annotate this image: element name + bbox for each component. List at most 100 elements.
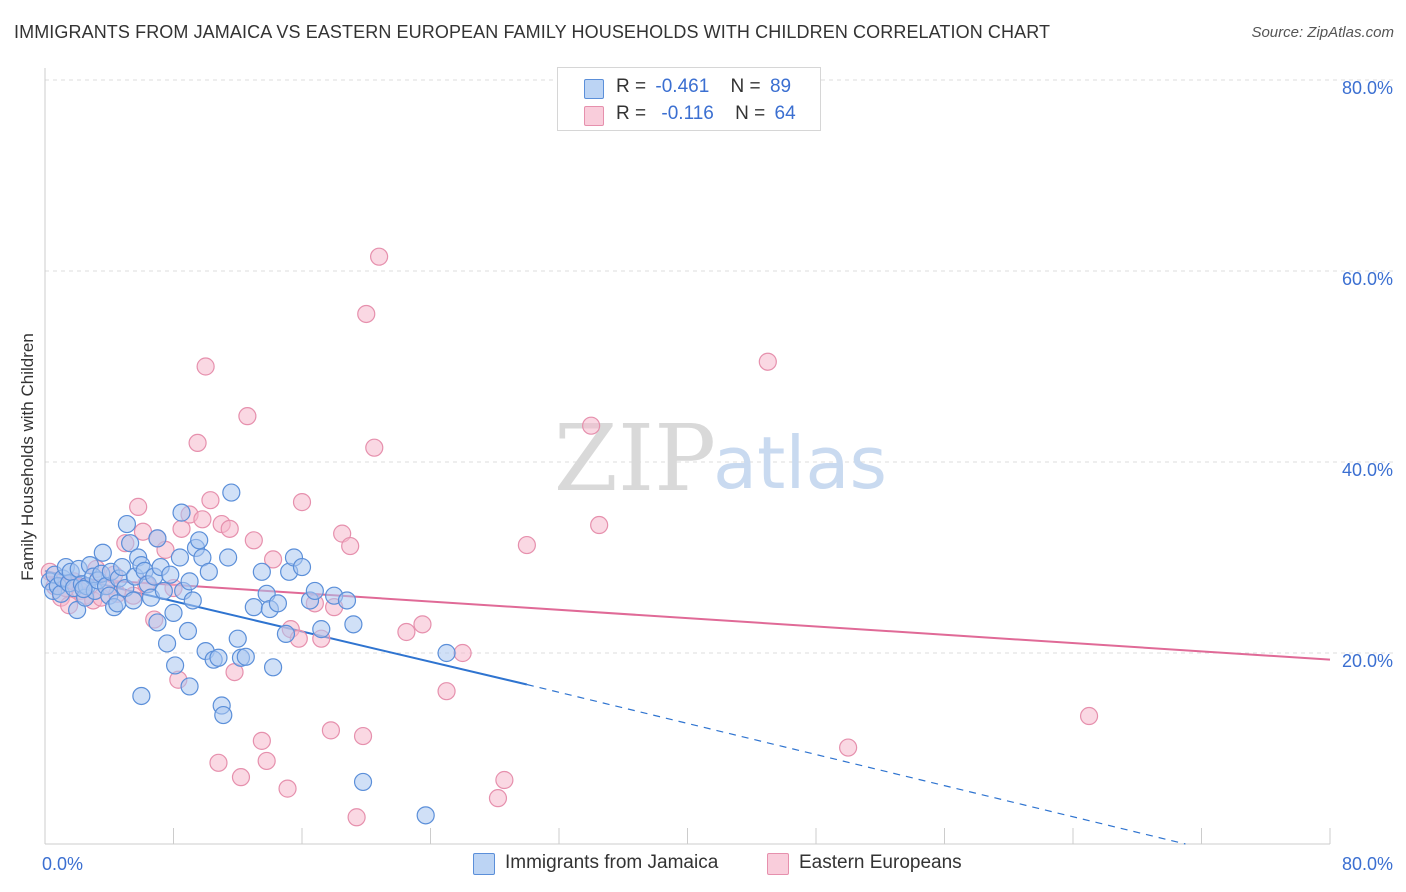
- eastern-european-point: [209, 753, 228, 772]
- jamaica-point: [93, 543, 112, 562]
- jamaica-point: [222, 483, 241, 502]
- y-tick-label: 40.0%: [1342, 460, 1393, 480]
- eastern-european-point: [397, 622, 416, 642]
- jamaica-point: [263, 658, 283, 677]
- legend-n-label: N =: [735, 103, 766, 124]
- jamaica-point: [268, 594, 288, 613]
- eastern-european-point: [278, 779, 297, 798]
- eastern-european-point: [341, 536, 360, 556]
- eastern-european-point: [357, 304, 376, 324]
- bottom-legend-label-jamaica: Immigrants from Jamaica: [505, 852, 719, 873]
- legend-swatch-blue: [584, 79, 604, 99]
- eastern-european-point: [292, 493, 312, 512]
- jamaica-point: [178, 621, 198, 641]
- jamaica-point: [337, 591, 357, 610]
- jamaica-point: [180, 677, 199, 696]
- legend-text-jamaica: R = -0.461 N = 89: [616, 76, 791, 98]
- jamaica-point: [344, 615, 363, 634]
- jamaica-point: [157, 634, 177, 653]
- legend-n-value-eastern: 64: [774, 103, 796, 124]
- bottom-legend-swatch-blue: [473, 853, 495, 875]
- eastern-european-point: [321, 721, 341, 740]
- jamaica-point: [117, 514, 137, 534]
- eastern-europeans-points: [40, 247, 1099, 827]
- jamaica-point: [437, 643, 456, 663]
- jamaica-point: [180, 572, 199, 591]
- x-tick-label-min: 0.0%: [42, 854, 83, 874]
- eastern-european-point: [495, 770, 514, 790]
- jamaica-point: [214, 705, 233, 725]
- legend-r-label: R =: [616, 76, 647, 97]
- jamaica-trendline-extension: [526, 683, 1186, 845]
- jamaica-point: [190, 531, 209, 550]
- eastern-european-point: [365, 438, 384, 457]
- jamaica-point: [154, 581, 173, 601]
- eastern-european-point: [257, 751, 276, 771]
- eastern-european-point: [353, 726, 373, 746]
- legend-r-label: R =: [616, 103, 647, 124]
- eastern-european-point: [196, 357, 215, 376]
- y-axis-label: Family Households with Children: [18, 333, 37, 581]
- watermark: ZIP atlas: [554, 405, 887, 512]
- source-label: Source: ZipAtlas.com: [1251, 24, 1394, 41]
- jamaica-point: [353, 772, 373, 792]
- watermark-zip: ZIP: [554, 405, 716, 512]
- jamaica-point: [112, 557, 132, 577]
- jamaica-point: [148, 613, 167, 632]
- jamaica-point: [292, 557, 312, 577]
- correlation-legend: R = -0.461 N = 89 R = -0.116 N = 64: [557, 67, 821, 131]
- trendlines: [44, 569, 1331, 845]
- jamaica-point: [124, 591, 143, 610]
- eastern-european-point: [347, 808, 366, 827]
- jamaica-point: [166, 656, 185, 675]
- x-tick-label-max: 80.0%: [1342, 854, 1393, 874]
- jamaica-points: [40, 483, 456, 825]
- tick-labels: 20.0% 40.0% 60.0% 80.0% 0.0% 80.0%: [42, 78, 1393, 874]
- eastern-european-point: [231, 768, 251, 787]
- eastern-european-point: [201, 491, 220, 510]
- legend-n-value-jamaica: 89: [769, 76, 792, 97]
- eastern-european-point: [517, 535, 536, 555]
- jamaica-point: [219, 548, 238, 567]
- jamaica-point: [228, 629, 247, 648]
- jamaica-point: [148, 529, 167, 548]
- jamaica-point: [236, 647, 255, 666]
- jamaica-point: [183, 591, 202, 610]
- axes: [44, 68, 1331, 845]
- eastern-european-point: [129, 497, 148, 516]
- legend-n-label: N =: [730, 76, 761, 97]
- jamaica-point: [170, 548, 190, 567]
- eastern-european-point: [193, 510, 212, 529]
- legend-text-eastern: R = -0.116 N = 64: [616, 103, 796, 125]
- eastern-european-point: [582, 416, 601, 435]
- jamaica-point: [132, 686, 151, 706]
- eastern-european-point: [220, 519, 239, 538]
- jamaica-point: [161, 565, 180, 584]
- jamaica-point: [108, 594, 127, 613]
- eastern-european-point: [188, 433, 207, 452]
- watermark-atlas: atlas: [713, 421, 887, 505]
- eastern-european-point: [413, 615, 432, 634]
- eastern-european-point: [453, 643, 472, 663]
- legend-r-value-eastern: -0.116: [661, 103, 714, 124]
- eastern-european-point: [839, 738, 858, 757]
- eastern-european-point: [244, 531, 263, 550]
- chart-title: IMMIGRANTS FROM JAMAICA VS EASTERN EUROP…: [14, 22, 1051, 42]
- eastern-european-point: [252, 731, 271, 750]
- jamaica-point: [164, 603, 183, 622]
- jamaica-point: [305, 581, 324, 601]
- y-tick-label: 80.0%: [1342, 78, 1393, 98]
- jamaica-point: [276, 624, 296, 644]
- jamaica-point: [74, 579, 93, 599]
- y-tick-label: 60.0%: [1342, 269, 1393, 289]
- eastern-european-point: [238, 407, 257, 426]
- gridlines: [45, 79, 1393, 654]
- eastern-european-point: [590, 515, 609, 535]
- jamaica-point: [244, 598, 263, 617]
- y-tick-label: 20.0%: [1342, 651, 1393, 671]
- jamaica-point: [209, 648, 228, 667]
- eastern-european-point: [488, 789, 508, 808]
- legend-swatch-pink: [584, 106, 604, 126]
- jamaica-point: [172, 503, 191, 522]
